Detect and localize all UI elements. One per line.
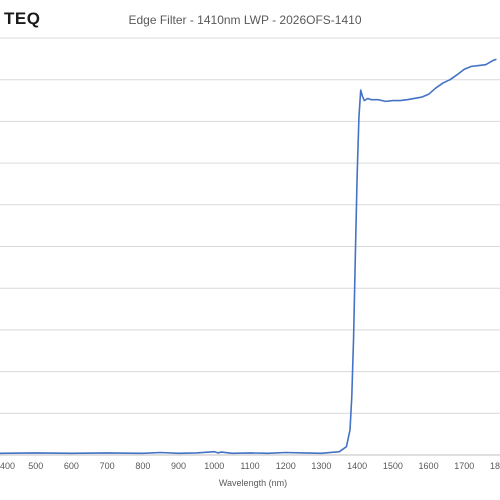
x-tick-label: 1300 bbox=[311, 461, 331, 471]
chart-title: Edge Filter - 1410nm LWP - 2026OFS-1410 bbox=[128, 13, 361, 27]
x-tick-label: 900 bbox=[171, 461, 186, 471]
x-axis-label: Wavelength (nm) bbox=[219, 478, 287, 488]
x-tick-label: 1200 bbox=[276, 461, 296, 471]
x-tick-label: 1100 bbox=[240, 461, 259, 471]
x-tick-label: 1400 bbox=[347, 461, 367, 471]
x-tick-label: 400 bbox=[0, 461, 15, 471]
x-tick-label: 800 bbox=[135, 461, 150, 471]
x-tick-label: 500 bbox=[28, 461, 43, 471]
x-tick-label: 600 bbox=[64, 461, 79, 471]
x-tick-labels: 400 500 600 700 800 900 1000 1100 1200 1300 1400 15… bbox=[0, 461, 500, 471]
x-tick-label: 1700 bbox=[454, 461, 474, 471]
x-tick-label: 1600 bbox=[419, 461, 439, 471]
x-tick-label: 1000 bbox=[204, 461, 224, 471]
brand-logo: TEQ bbox=[4, 9, 40, 28]
x-tick-label: 700 bbox=[100, 461, 115, 471]
gridlines bbox=[0, 37, 500, 414]
x-tick-label: 18 bbox=[490, 461, 500, 471]
x-tick-label: 1500 bbox=[383, 461, 403, 471]
series-line bbox=[0, 58, 497, 455]
